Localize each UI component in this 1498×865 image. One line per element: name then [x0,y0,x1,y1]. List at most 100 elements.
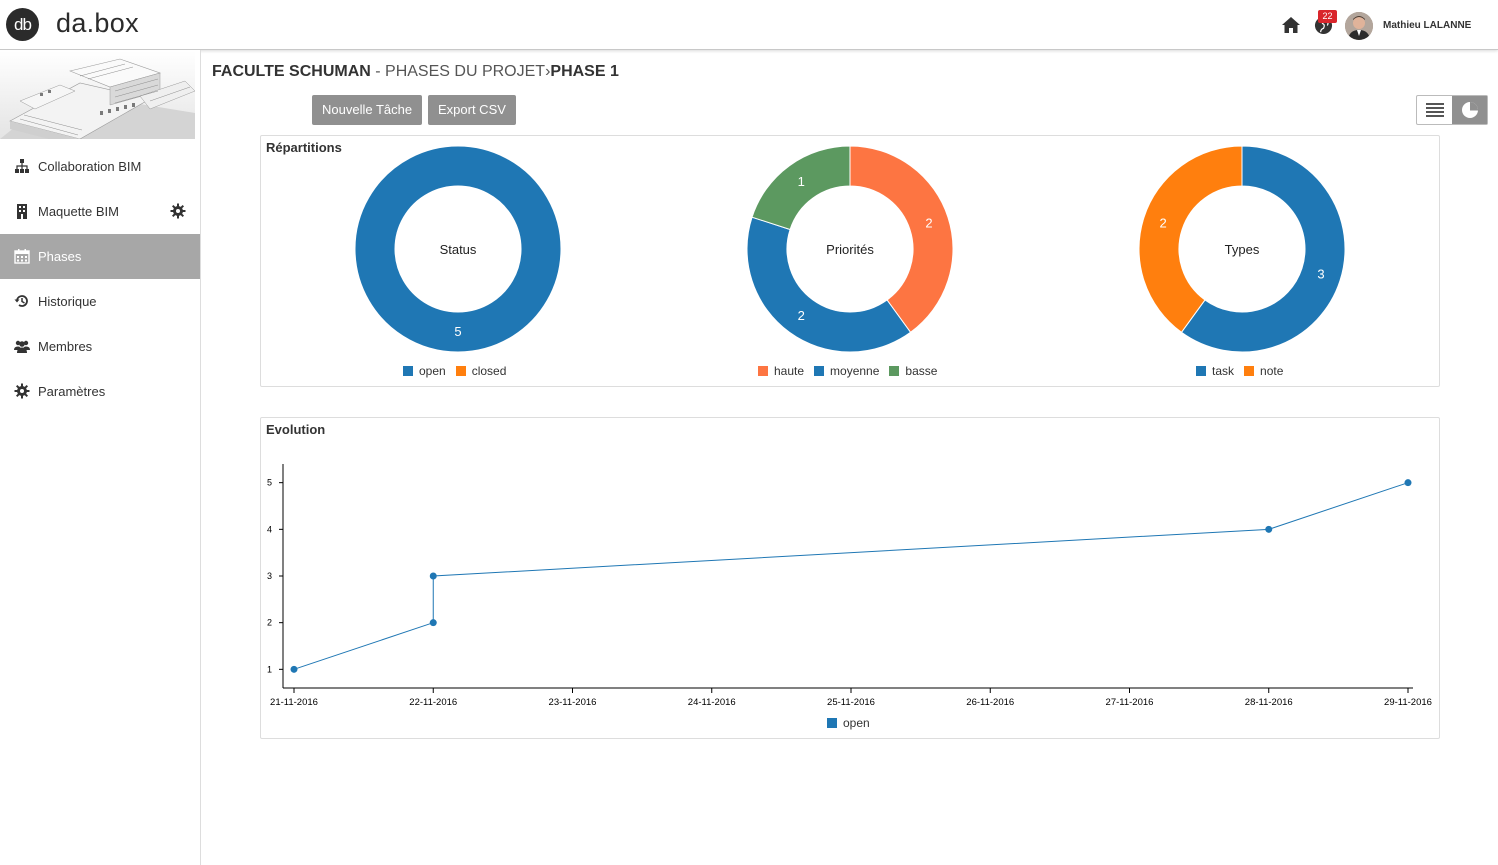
sidebar-item-label: Collaboration BIM [38,159,142,174]
slice-value-label: 2 [925,215,932,230]
legend-swatch [1196,366,1206,376]
data-point[interactable] [290,665,298,673]
x-tick-label: 25-11-2016 [827,697,875,708]
legend-swatch [827,718,837,728]
sidebar-item-historique[interactable]: Historique [0,279,200,324]
sidebar-item-phases[interactable]: Phases [0,234,200,279]
x-tick-label: 28-11-2016 [1245,697,1293,708]
legend-item-moyenne[interactable]: moyenne [814,364,879,378]
y-tick-label: 4 [267,524,272,534]
home-icon[interactable] [1281,15,1301,35]
breadcrumb-project[interactable]: FACULTE SCHUMAN [212,63,371,80]
evolution-legend: open [827,716,870,730]
sidebar-item-label: Maquette BIM [38,204,119,219]
breadcrumb-phases[interactable]: PHASES DU PROJET [385,63,546,80]
cog-icon [14,383,30,399]
legend-label: note [1260,364,1284,378]
data-point[interactable] [1265,525,1273,533]
donut-slice-open[interactable] [354,145,562,353]
donut-slice-task[interactable] [1180,145,1346,353]
x-tick-label: 29-11-2016 [1384,697,1432,708]
legend-label: basse [905,364,938,378]
calendar-icon [14,249,30,264]
legend-label: open [419,364,446,378]
data-point[interactable] [429,619,437,627]
legend-swatch [758,366,768,376]
breadcrumb-current-phase: PHASE 1 [550,63,619,80]
legend-swatch [403,366,413,376]
sidebar-item-maquette-bim[interactable]: Maquette BIM [0,189,200,234]
top-bar: db da.box 22 Mathieu LALANNE [0,0,1498,50]
sidebar-item-label: Historique [38,294,97,309]
donut-center-label: Priorités [826,242,874,257]
logo-text[interactable]: da.box [56,8,139,38]
sidebar-item-membres[interactable]: Membres [0,324,200,369]
donut-slice-moyenne[interactable] [746,216,912,353]
sidebar-item-collaboration-bim[interactable]: Collaboration BIM [0,144,200,189]
building-icon [17,204,27,219]
pie-chart-icon [1461,102,1478,118]
evolution-panel: Evolution 1 2 3 4 5 21-11-2016 22-11-2016 23-11… [260,417,1440,739]
slice-value-label: 5 [454,324,461,339]
chart-view-button[interactable] [1452,96,1487,124]
sidebar-item-label: Membres [38,339,93,354]
y-tick-label: 2 [267,618,272,628]
evolution-chart: 1 2 3 4 5 21-11-2016 22-11-2016 23-11-2016 24-11… [267,464,1432,708]
donut-center-label: Status [440,242,477,257]
data-point[interactable] [1404,479,1412,487]
legend-swatch [889,366,900,376]
x-tick-label: 24-11-2016 [688,697,736,708]
y-tick-label: 5 [267,478,272,488]
legend-swatch [455,366,466,376]
user-name[interactable]: Mathieu LALANNE [1383,20,1472,31]
y-tick-label: 1 [267,664,272,674]
export-csv-button[interactable]: Export CSV [428,95,516,125]
series-line-open [293,482,1409,670]
notification-badge[interactable]: 22 [1318,10,1337,23]
donut-slice-haute[interactable] [849,145,954,334]
legend-label: task [1212,364,1235,378]
slice-value-label: 2 [798,308,805,323]
sidebar-item-label: Paramètres [38,384,106,399]
status-legend: open closed [403,364,506,378]
legend-item-open[interactable]: open [403,364,446,378]
legend-swatch [814,366,825,376]
evolution-title: Evolution [266,422,326,437]
y-tick-label: 3 [267,571,272,581]
x-tick-label: 22-11-2016 [409,697,457,708]
legend-label: moyenne [830,364,880,378]
breadcrumb-separator: - [370,63,386,80]
breadcrumb-arrow: › [545,63,551,80]
x-tick-label: 21-11-2016 [270,697,318,708]
avatar[interactable] [1345,12,1373,40]
list-icon [1425,103,1444,117]
legend-item-basse[interactable]: basse [889,364,937,378]
donut-center-label: Types [1225,242,1260,257]
priorities-legend: haute moyenne basse [758,364,937,378]
legend-item-open[interactable]: open [827,716,870,730]
list-view-button[interactable] [1417,96,1452,124]
sitemap-icon [15,159,29,173]
project-building-image [0,51,196,147]
legend-swatch [1244,366,1255,376]
legend-label: haute [774,364,805,378]
legend-item-note[interactable]: note [1244,364,1283,378]
breadcrumb: FACULTE SCHUMAN - PHASES DU PROJET›PHASE… [212,63,619,81]
legend-item-haute[interactable]: haute [758,364,804,378]
data-point[interactable] [429,572,437,580]
logo-badge[interactable]: db [6,8,39,41]
legend-item-task[interactable]: task [1196,364,1234,378]
x-tick-label: 27-11-2016 [1106,697,1154,708]
legend-item-closed[interactable]: closed [455,364,506,378]
maquette-settings-gear-icon[interactable] [170,203,186,219]
sidebar: Collaboration BIM Maquette BIM [0,50,201,865]
donut-slice-note[interactable] [1138,145,1243,334]
repartitions-title: Répartitions [266,140,342,155]
slice-value-label: 1 [798,174,805,189]
repartitions-panel: Répartitions 5 Status 2 2 1 Priorités 3 2 Types … [260,135,1440,387]
sidebar-item-parametres[interactable]: Paramètres [0,369,200,414]
donut-slice-basse[interactable] [751,145,851,231]
new-task-button[interactable]: Nouvelle Tâche [312,95,423,125]
sidebar-item-label: Phases [38,249,82,264]
users-icon [14,340,30,353]
